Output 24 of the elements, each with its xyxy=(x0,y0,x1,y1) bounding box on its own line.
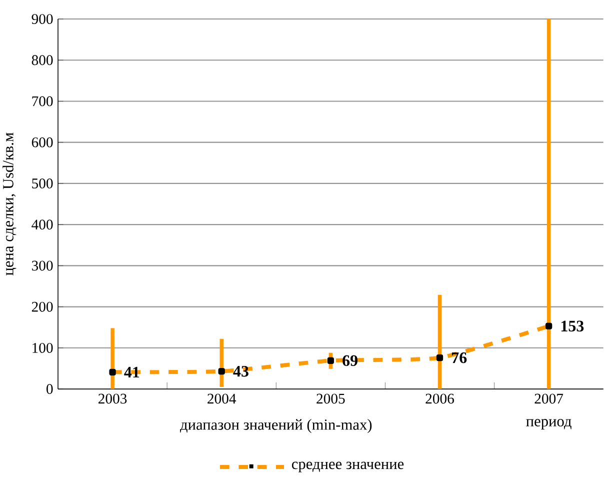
data-label: 43 xyxy=(233,366,248,377)
x-axis-title: период xyxy=(526,419,572,430)
x-tick-label: 2004 xyxy=(208,394,236,404)
y-tick-label: 100 xyxy=(32,342,53,353)
data-label: 69 xyxy=(342,355,358,366)
data-label: 153 xyxy=(561,320,584,332)
x-tick-label: 2005 xyxy=(316,394,345,404)
y-tick-label: 500 xyxy=(32,178,53,188)
y-tick-label: 900 xyxy=(32,14,53,24)
data-label: 41 xyxy=(124,366,140,378)
y-axis-title: цена сделки, Usd/кв.м xyxy=(2,132,16,276)
x-tick-label: 2006 xyxy=(426,394,454,404)
y-tick-label: 800 xyxy=(32,55,53,66)
x-tick-label: 2003 xyxy=(98,394,127,404)
y-tick-label: 700 xyxy=(32,96,53,106)
x-tick-label: 2007 xyxy=(534,394,564,404)
data-label: 76 xyxy=(452,352,467,364)
y-tick-label: 400 xyxy=(32,220,53,230)
y-tick-label: 0 xyxy=(46,384,53,394)
text: диапазон значений (min-max) xyxy=(180,419,372,433)
y-tick-label: 600 xyxy=(32,137,53,148)
y-tick-label: 300 xyxy=(32,260,53,271)
y-tick-label: 200 xyxy=(32,302,53,312)
legend-label: среднее значение xyxy=(292,462,404,472)
